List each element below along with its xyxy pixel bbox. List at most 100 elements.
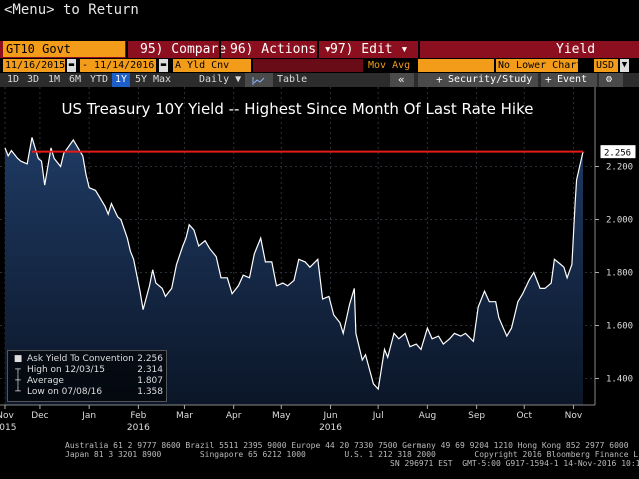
toolbar-divider: [317, 41, 319, 58]
period-button-1m[interactable]: 1M: [47, 74, 61, 85]
yield-line: [4, 137, 584, 391]
actions-button[interactable]: 96) Actions ▾: [230, 41, 332, 58]
toolbar-divider: [126, 41, 128, 58]
legend-value: 1.358: [137, 387, 163, 397]
toolbar-divider: [418, 41, 420, 58]
yield-area: [5, 137, 583, 405]
date-range-separator: -: [82, 60, 95, 71]
frequency-dropdown-icon: ▼: [235, 74, 242, 85]
y-tick-label: 2.000: [606, 216, 633, 226]
legend-label: Average: [27, 376, 64, 386]
table-button[interactable]: Table: [277, 74, 308, 85]
end-date-value: 11/14/2016: [94, 60, 155, 71]
collapse-icon: «: [398, 73, 405, 86]
footer-contacts-2: Japan 81 3 3201 8900 Singapore 65 6212 1…: [65, 450, 639, 459]
x-year-label: 2015: [0, 423, 16, 432]
x-tick-label: Nov: [565, 411, 583, 421]
footer-contacts-1: Australia 61 2 9777 8600 Brazil 5511 239…: [65, 441, 629, 450]
x-tick-label: Apr: [226, 411, 242, 421]
plus-icon: +: [436, 73, 443, 86]
legend-entry: ┼ Average 1.807: [11, 376, 163, 386]
legend-value: 2.256: [137, 354, 163, 364]
legend-plus-icon: ┼: [15, 376, 21, 386]
frequency-selector[interactable]: Daily ▼: [199, 73, 241, 87]
period-button-max[interactable]: Max: [152, 74, 172, 85]
y-tick-label: 1.800: [606, 269, 633, 279]
x-tick-label: Aug: [419, 411, 437, 421]
x-tick-label: May: [272, 411, 291, 421]
currency-dropdown-icon[interactable]: ▼: [620, 59, 629, 72]
last-value-marker: 2.256: [599, 144, 637, 160]
x-year-label: 2016: [319, 423, 342, 432]
legend-label: Ask Yield To Convention: [27, 354, 134, 364]
field-selector[interactable]: A Yld Cnv: [173, 59, 251, 72]
period-button-1d[interactable]: 1D: [6, 74, 20, 85]
start-date-field[interactable]: 11/16/2015: [3, 59, 65, 72]
primary-toolbar: [0, 41, 639, 58]
actions-chevron-icon: ▾: [323, 42, 332, 57]
plus-icon: +: [545, 73, 552, 86]
security-study-label: Security/Study: [448, 74, 533, 85]
footer: Australia 61 2 9777 8600 Brazil 5511 239…: [0, 432, 639, 479]
chart-title: US Treasury 10Y Yield -- Highest Since M…: [61, 100, 534, 118]
end-calendar-icon[interactable]: ▬: [159, 59, 168, 72]
period-button-5y[interactable]: 5Y: [134, 74, 148, 85]
y-tick-label: 1.600: [606, 322, 633, 332]
security-study-button[interactable]: + Security/Study: [418, 73, 538, 87]
legend-entry: ┴ Low on 07/08/16 1.358: [11, 387, 163, 397]
chart-settings-button[interactable]: ⚙: [599, 73, 623, 87]
x-tick-label: Jul: [372, 411, 384, 421]
legend-label: High on 12/03/15: [27, 365, 106, 375]
legend-square-icon: ■: [13, 354, 23, 364]
edit-label: 97) Edit: [330, 42, 393, 57]
legend-entry: ■ Ask Yield To Convention 2.256: [11, 354, 163, 364]
last-value-box: [599, 144, 637, 160]
period-button-6m[interactable]: 6M: [68, 74, 82, 85]
x-axis: Nov 2015 Dec Jan Feb 2016 Mar Apr May Jun 2016 Jul A…: [0, 404, 595, 432]
period-button-ytd[interactable]: YTD: [89, 74, 109, 85]
x-tick-label: Oct: [516, 411, 532, 421]
currency-field[interactable]: USD: [594, 59, 618, 72]
period-button-1y[interactable]: 1Y: [112, 73, 130, 87]
y-tick-label: 1.400: [606, 375, 633, 385]
x-tick-label: Sep: [468, 411, 485, 421]
x-tick-label: Jan: [81, 411, 96, 421]
legend-entry: ┬ High on 12/03/15 2.314: [11, 365, 163, 375]
x-tick-label: Mar: [176, 411, 193, 421]
x-tick-label: Feb: [130, 411, 146, 421]
ticker-field[interactable]: GT10 Govt: [3, 41, 125, 57]
end-date-field[interactable]: - 11/14/2016: [80, 59, 156, 72]
compare-button[interactable]: 95) Compare: [140, 42, 227, 57]
toolbar-divider: [219, 41, 221, 58]
chart-style-icon: [252, 77, 265, 85]
blank-field: [253, 59, 363, 72]
x-tick-label: Jun: [322, 411, 337, 421]
collapse-button[interactable]: «: [390, 73, 414, 87]
start-calendar-icon[interactable]: ▬: [67, 59, 76, 72]
mov-avg-field[interactable]: [418, 59, 494, 72]
event-button[interactable]: + Event: [541, 73, 597, 87]
chart-type-label: Yield Chart: [556, 42, 596, 74]
settings-icon: ⚙: [606, 74, 613, 85]
y-tick-label: 2.200: [606, 163, 633, 173]
lower-chart-field[interactable]: No Lower Chart: [496, 59, 578, 72]
event-label: Event: [557, 74, 588, 85]
legend-down-icon: ┴: [15, 387, 21, 397]
x-tick-label: Nov: [0, 411, 14, 421]
footer-session: SN 296971 EST GMT-5:00 G917-1594-1 14-No…: [390, 459, 639, 468]
edit-chevron-icon: ▾: [400, 42, 409, 57]
chart-legend: ■ Ask Yield To Convention 2.256 ┬ High on 12…: [7, 350, 167, 402]
period-button-3d[interactable]: 3D: [26, 74, 40, 85]
last-value-label: 2.256: [604, 149, 631, 159]
menu-return-link[interactable]: <Menu> to Return: [4, 2, 139, 18]
y-axis: 1.400 1.600 1.800 2.000 2.200: [594, 87, 633, 405]
edit-button[interactable]: 97) Edit ▾: [330, 41, 408, 58]
mov-avg-label[interactable]: Mov Avg: [368, 60, 411, 71]
x-tick-label: Dec: [31, 411, 48, 421]
x-year-label: 2016: [127, 423, 150, 432]
legend-label: Low on 07/08/16: [27, 387, 103, 397]
legend-up-icon: ┬: [15, 365, 21, 375]
actions-label: 96) Actions: [230, 42, 317, 57]
chart-style-button[interactable]: [245, 73, 273, 87]
frequency-label: Daily: [199, 74, 230, 85]
